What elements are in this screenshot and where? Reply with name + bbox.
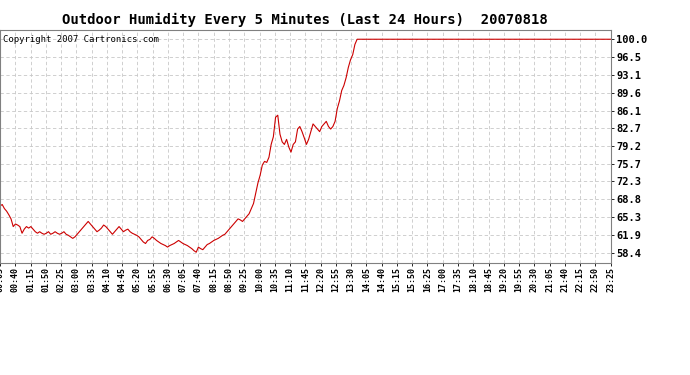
Title: Outdoor Humidity Every 5 Minutes (Last 24 Hours)  20070818: Outdoor Humidity Every 5 Minutes (Last 2… — [63, 13, 548, 27]
Text: Copyright 2007 Cartronics.com: Copyright 2007 Cartronics.com — [3, 34, 159, 44]
